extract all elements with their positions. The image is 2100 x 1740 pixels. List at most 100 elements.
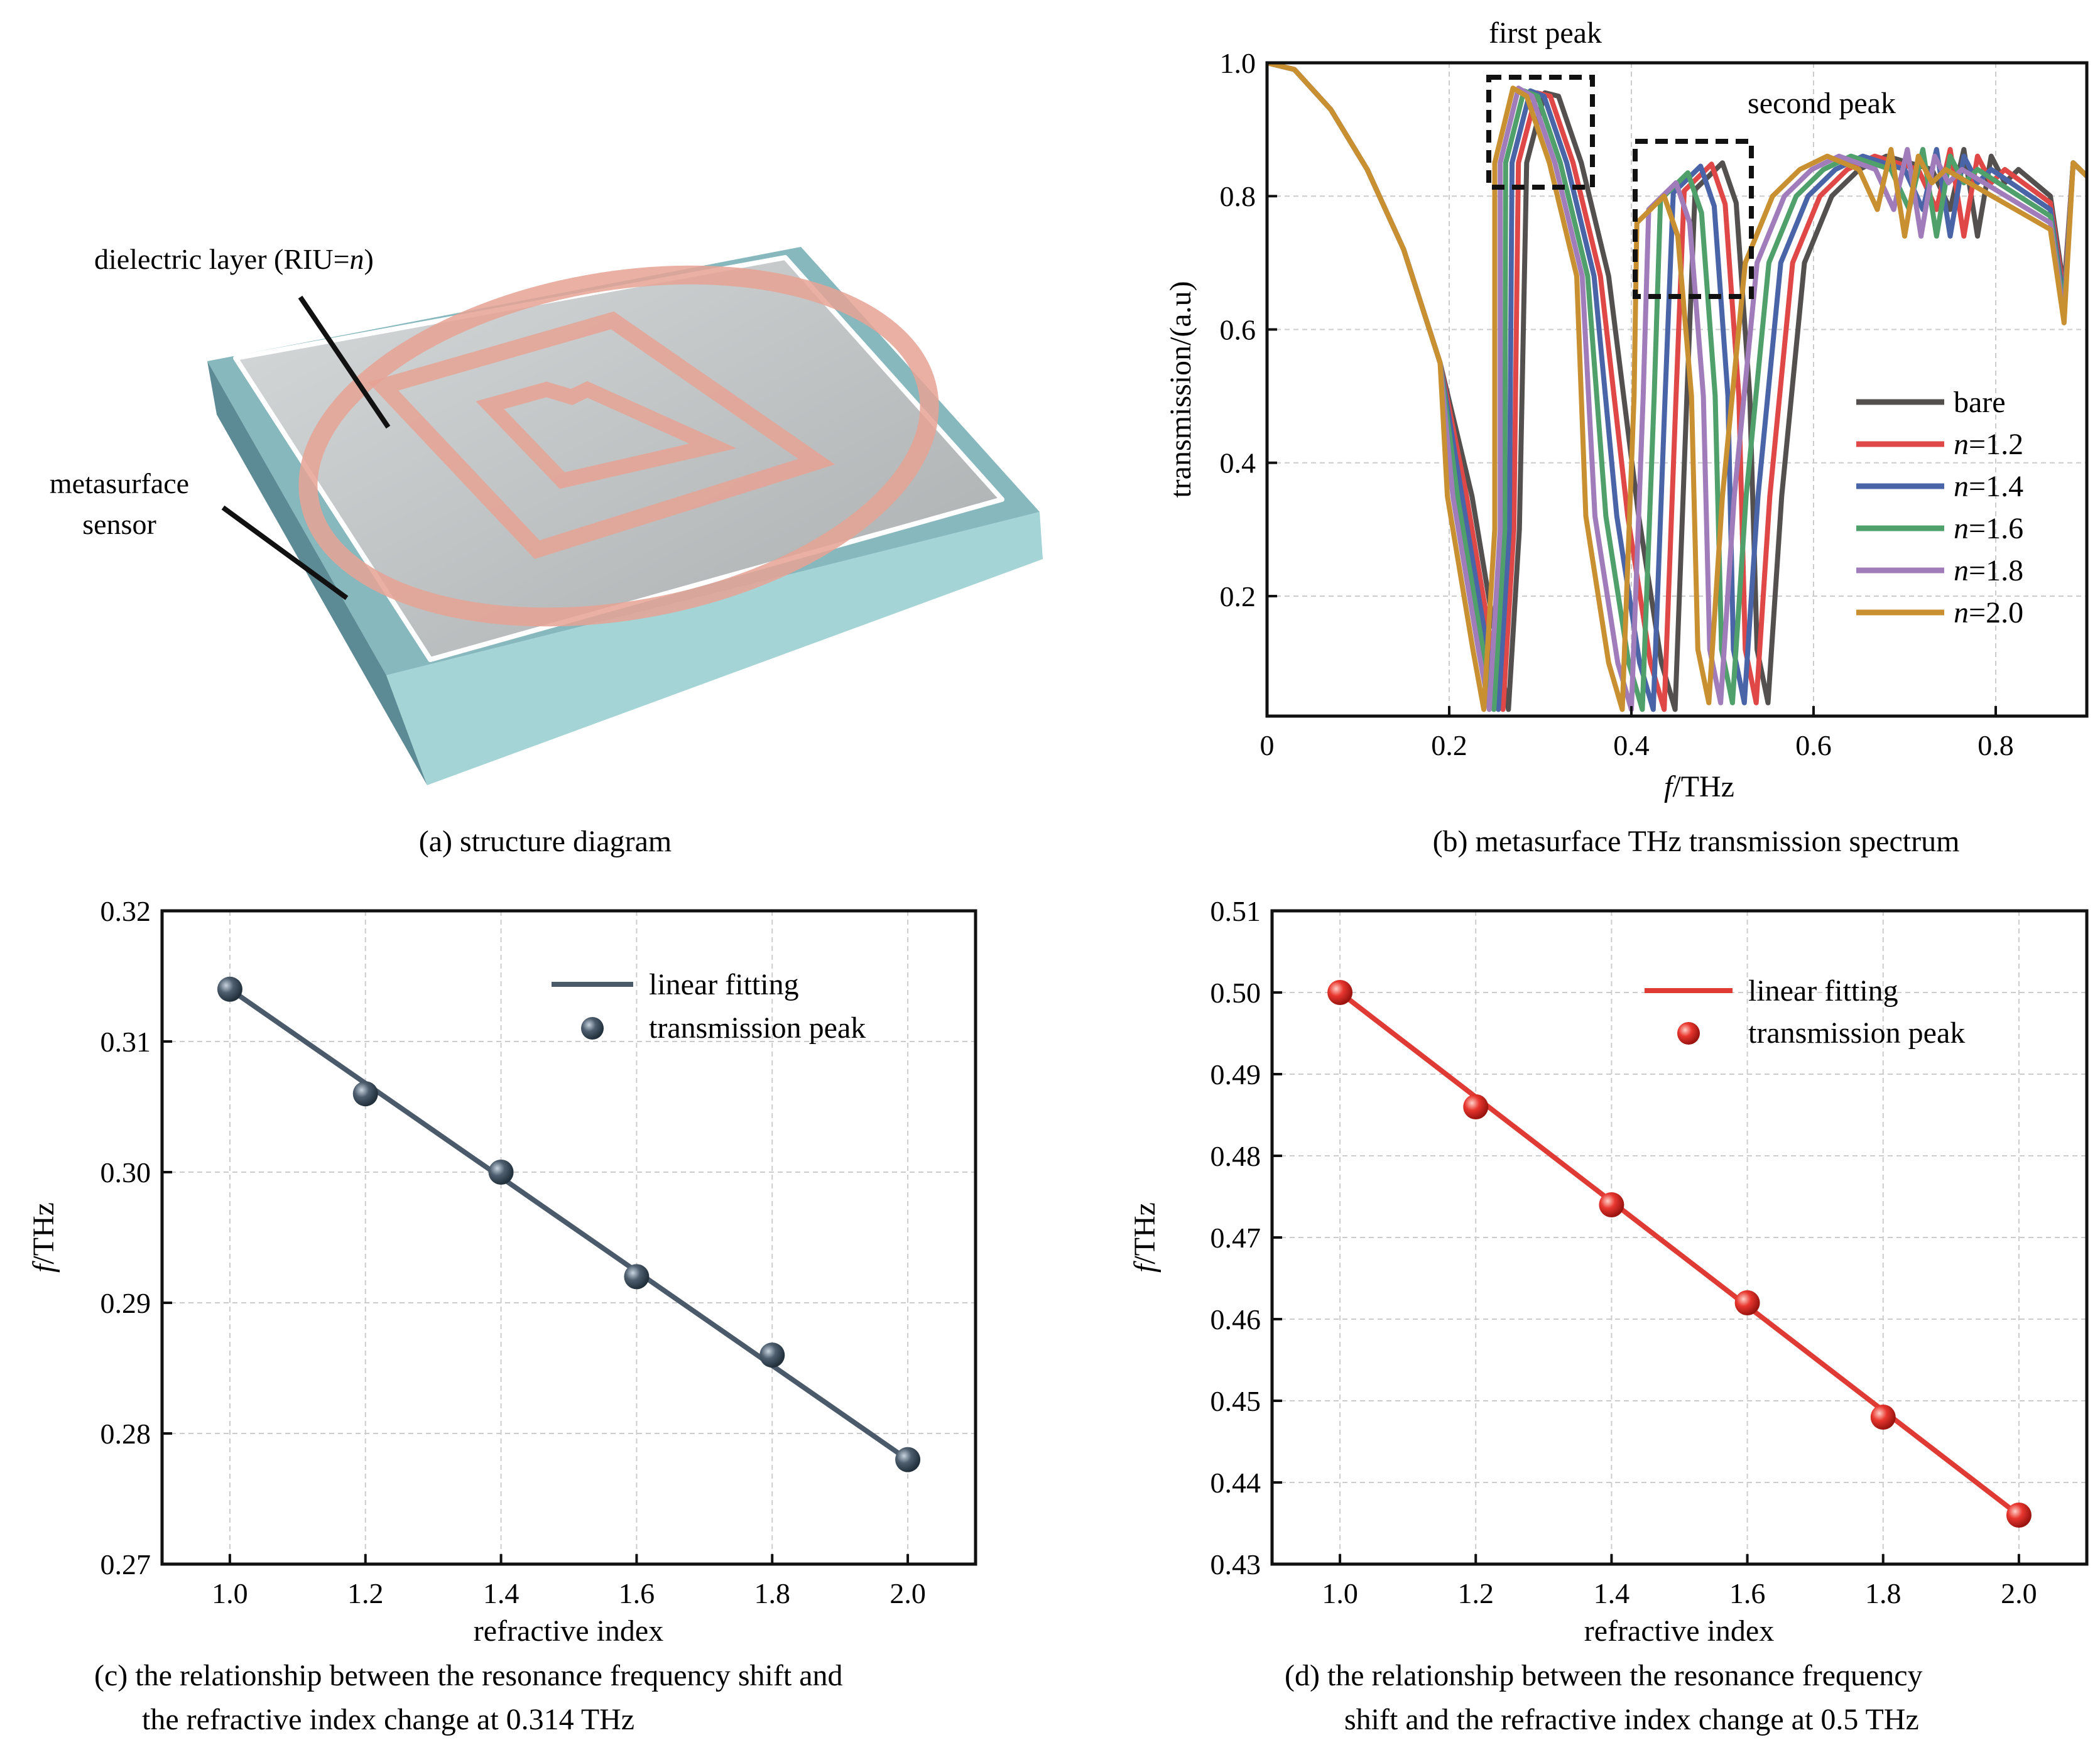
x-tick-label: 1.0	[1322, 1577, 1358, 1609]
x-tick-label: 0.2	[1431, 729, 1467, 761]
legend-b: bare n=1.2 n=1.4 n=1.6 n=1.8 n=2.0	[1856, 386, 2023, 629]
y-tick-label: 0.46	[1210, 1303, 1261, 1335]
inner-split-square-resonator	[476, 381, 737, 489]
caption-c-line2: the refractive index change at 0.314 THz	[142, 1703, 634, 1736]
legend-b-label: n=1.6	[1954, 512, 2023, 545]
second-peak-label: second peak	[1748, 87, 1896, 120]
linear-fit-line	[1338, 990, 2021, 1518]
transmission-peak-point	[2006, 1503, 2032, 1528]
series-line-n12	[1267, 63, 2087, 712]
plot-frame-b	[1265, 61, 2089, 718]
ticks-b: 0 0.2 0.4 0.6 0.8 0.2 0.4 0.6 0.8 1.0	[1220, 47, 2014, 761]
transmission-peak-point	[895, 1447, 921, 1472]
y-tick-label: 0.49	[1210, 1058, 1261, 1090]
y-tick-label: 0.44	[1210, 1467, 1261, 1499]
panel-b-transmission-spectrum: 0 0.2 0.4 0.6 0.80.20.40.60.81.0 first peak …	[1164, 16, 2089, 858]
panel-d-resonance-vs-index-05: 1.0 1.2 1.4 1.6 1.8 2.0 0.43 0.44 0.45 0.46 0.47 0.…	[1128, 895, 2089, 1736]
second-peak-box	[1633, 139, 1754, 299]
series-group-d	[1327, 980, 2032, 1528]
metasurface-label-line2: sensor	[82, 508, 156, 540]
caption-d-line2: shift and the refractive index change at…	[1344, 1703, 1919, 1736]
y-tick-label: 0.8	[1220, 180, 1256, 212]
y-axis-label-b: transmission/(a.u)	[1164, 281, 1197, 498]
x-tick-label: 2.0	[890, 1577, 926, 1609]
transmission-peak-point	[488, 1160, 514, 1185]
y-axis-label-c: f/THz	[27, 1202, 60, 1273]
panel-a-structure-diagram: dielectric layer (RIU=n) metasurface sen…	[50, 243, 1043, 858]
x-tick-label: 1.2	[1458, 1577, 1494, 1609]
substrate-front-side	[386, 512, 1043, 785]
plot-frame-c	[160, 909, 977, 1566]
x-tick-label: 1.0	[212, 1577, 248, 1609]
legend-c: linear fitting transmission peak	[552, 968, 866, 1045]
x-tick-label: 0.6	[1795, 729, 1832, 761]
dielectric-leader-line	[298, 295, 391, 429]
x-tick-label: 1.6	[619, 1577, 655, 1609]
x-tick-label: 1.6	[1729, 1577, 1766, 1609]
transmission-peak-point	[217, 976, 242, 1002]
transmission-peak-point	[352, 1081, 378, 1107]
grid-c	[162, 910, 976, 1565]
x-tick-label: 1.4	[483, 1577, 520, 1609]
caption-a: (a) structure diagram	[419, 825, 672, 858]
legend-b-label: n=1.4	[1954, 470, 2023, 503]
y-tick-label: 1.0	[1220, 47, 1256, 79]
x-tick-label: 0.8	[1978, 729, 2014, 761]
x-tick-label: 0	[1260, 729, 1275, 761]
y-tick-label: 0.48	[1210, 1140, 1261, 1172]
dielectric-layer-label: dielectric layer (RIU=n)	[94, 243, 374, 275]
caption-b: (b) metasurface THz transmission spectru…	[1433, 825, 1960, 858]
legend-d: linear fitting transmission peak	[1645, 974, 1965, 1050]
linear-fit-line	[228, 987, 910, 1462]
outer-ring	[298, 265, 939, 627]
x-tick-label: 1.8	[1865, 1577, 1901, 1609]
series-group-c	[217, 976, 921, 1472]
x-axis-label-c: refractive index	[474, 1614, 663, 1648]
series-line-n16	[1267, 63, 2087, 712]
x-tick-label: 0.4	[1613, 729, 1650, 761]
legend-d-point-label: transmission peak	[1748, 1016, 1965, 1050]
caption-c-line1: (c) the relationship between the resonan…	[94, 1659, 843, 1692]
ticks-c: 1.0 1.2 1.4 1.6 1.8 2.0 0.27 0.28 0.29 0.30 0.31 0.…	[101, 895, 926, 1609]
transmission-peak-point	[1734, 1290, 1760, 1315]
ticks-d: 1.0 1.2 1.4 1.6 1.8 2.0 0.43 0.44 0.45 0.46 0.47 0.…	[1210, 895, 2037, 1609]
y-tick-label: 0.6	[1220, 313, 1256, 345]
metasurface-pattern	[298, 265, 939, 627]
metasurface-leader-line	[221, 505, 349, 601]
y-tick-label: 0.43	[1210, 1548, 1261, 1580]
y-tick-label: 0.4	[1220, 447, 1256, 479]
x-axis-label-b: f/THz	[1664, 770, 1734, 803]
y-tick-label: 0.31	[101, 1026, 151, 1058]
y-tick-label: 0.50	[1210, 977, 1261, 1009]
transmission-peak-point	[1327, 980, 1353, 1005]
first-peak-box	[1486, 75, 1595, 190]
legend-b-label: n=2.0	[1954, 596, 2023, 629]
first-peak-label: first peak	[1489, 16, 1602, 50]
series-group-b	[1267, 63, 2087, 712]
caption-d-line1: (d) the relationship between the resonan…	[1285, 1659, 1923, 1692]
x-axis-label-d: refractive index	[1584, 1614, 1774, 1648]
y-tick-label: 0.27	[101, 1548, 151, 1580]
x-tick-label: 1.2	[347, 1577, 384, 1609]
y-axis-label-d: f/THz	[1128, 1202, 1162, 1273]
transmission-peak-point	[624, 1264, 650, 1290]
metasurface-label-line1: metasurface	[50, 467, 189, 499]
series-line-n20	[1267, 63, 2087, 712]
y-tick-label: 0.29	[101, 1287, 151, 1319]
transmission-peak-point	[1463, 1094, 1489, 1119]
legend-c-line-label: linear fitting	[649, 968, 799, 1001]
y-tick-label: 0.2	[1220, 580, 1256, 612]
series-line-n18	[1267, 63, 2087, 712]
y-tick-label: 0.45	[1210, 1385, 1261, 1417]
y-tick-label: 0.47	[1210, 1222, 1261, 1254]
y-tick-label: 0.28	[101, 1418, 151, 1450]
legend-c-point-label: transmission peak	[649, 1011, 866, 1045]
legend-b-label: n=1.8	[1954, 554, 2023, 587]
y-tick-label: 0.30	[101, 1156, 151, 1188]
x-tick-label: 2.0	[2001, 1577, 2037, 1609]
x-tick-label: 1.8	[754, 1577, 791, 1609]
outer-square-resonator	[367, 311, 835, 559]
legend-d-line-label: linear fitting	[1748, 974, 1898, 1008]
substrate-left-side	[207, 361, 427, 785]
